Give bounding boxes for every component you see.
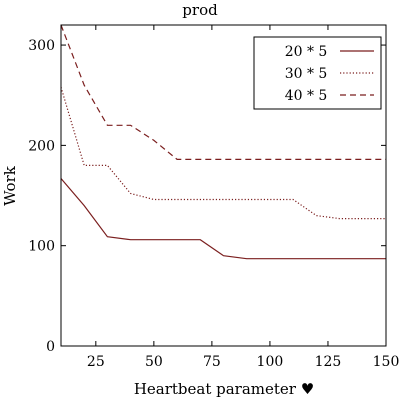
chart-title: prod [182,1,218,19]
x-tick-label: 125 [315,354,342,370]
x-tick-label: 50 [145,354,163,370]
legend: 20 * 5 30 * 5 40 * 5 [253,36,382,110]
legend-label: 20 * 5 [285,44,328,60]
x-tick-label: 25 [87,354,105,370]
legend-label: 40 * 5 [285,88,328,104]
x-tick-label: 100 [257,354,284,370]
y-tick-label: 100 [28,239,55,255]
x-tick-label: 75 [203,354,221,370]
plot-frame [60,24,387,347]
y-tick-label: 300 [28,38,55,54]
y-axis-label: Work [1,165,19,206]
x-axis-label: Heartbeat parameter ♥ [134,380,314,398]
y-axis-ticks: 0 100 200 300 [28,38,386,355]
plot-area [60,24,386,260]
y-tick-label: 200 [28,138,55,154]
x-axis-ticks: 25 50 75 100 125 150 [87,25,399,370]
y-tick-label: 0 [46,339,55,355]
series-line-1 [60,178,386,260]
x-tick-label: 150 [373,354,400,370]
legend-label: 30 * 5 [285,66,328,82]
